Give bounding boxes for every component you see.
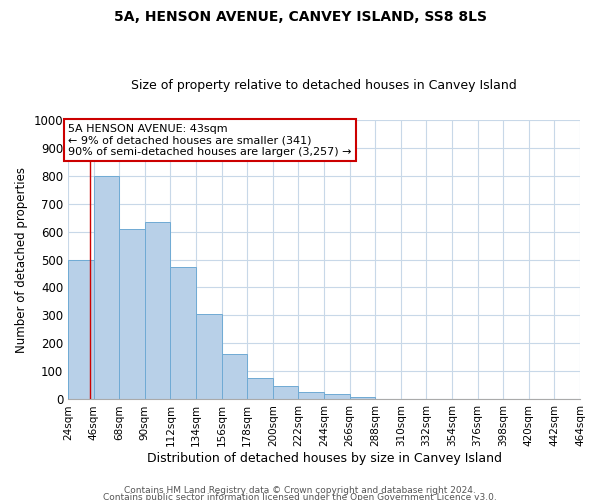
Bar [324, 394, 350, 400]
Bar [170, 266, 196, 400]
Bar [196, 314, 221, 400]
X-axis label: Distribution of detached houses by size in Canvey Island: Distribution of detached houses by size … [146, 452, 502, 465]
Bar [529, 398, 554, 400]
Bar [145, 222, 170, 400]
Bar [119, 228, 145, 400]
Text: Contains public sector information licensed under the Open Government Licence v3: Contains public sector information licen… [103, 494, 497, 500]
Y-axis label: Number of detached properties: Number of detached properties [15, 166, 28, 352]
Bar [247, 378, 273, 400]
Bar [298, 392, 324, 400]
Bar [68, 260, 94, 400]
Title: Size of property relative to detached houses in Canvey Island: Size of property relative to detached ho… [131, 79, 517, 92]
Bar [221, 354, 247, 400]
Text: 5A, HENSON AVENUE, CANVEY ISLAND, SS8 8LS: 5A, HENSON AVENUE, CANVEY ISLAND, SS8 8L… [113, 10, 487, 24]
Text: Contains HM Land Registry data © Crown copyright and database right 2024.: Contains HM Land Registry data © Crown c… [124, 486, 476, 495]
Bar [350, 397, 375, 400]
Text: 5A HENSON AVENUE: 43sqm
← 9% of detached houses are smaller (341)
90% of semi-de: 5A HENSON AVENUE: 43sqm ← 9% of detached… [68, 124, 352, 157]
Bar [94, 176, 119, 400]
Bar [273, 386, 298, 400]
